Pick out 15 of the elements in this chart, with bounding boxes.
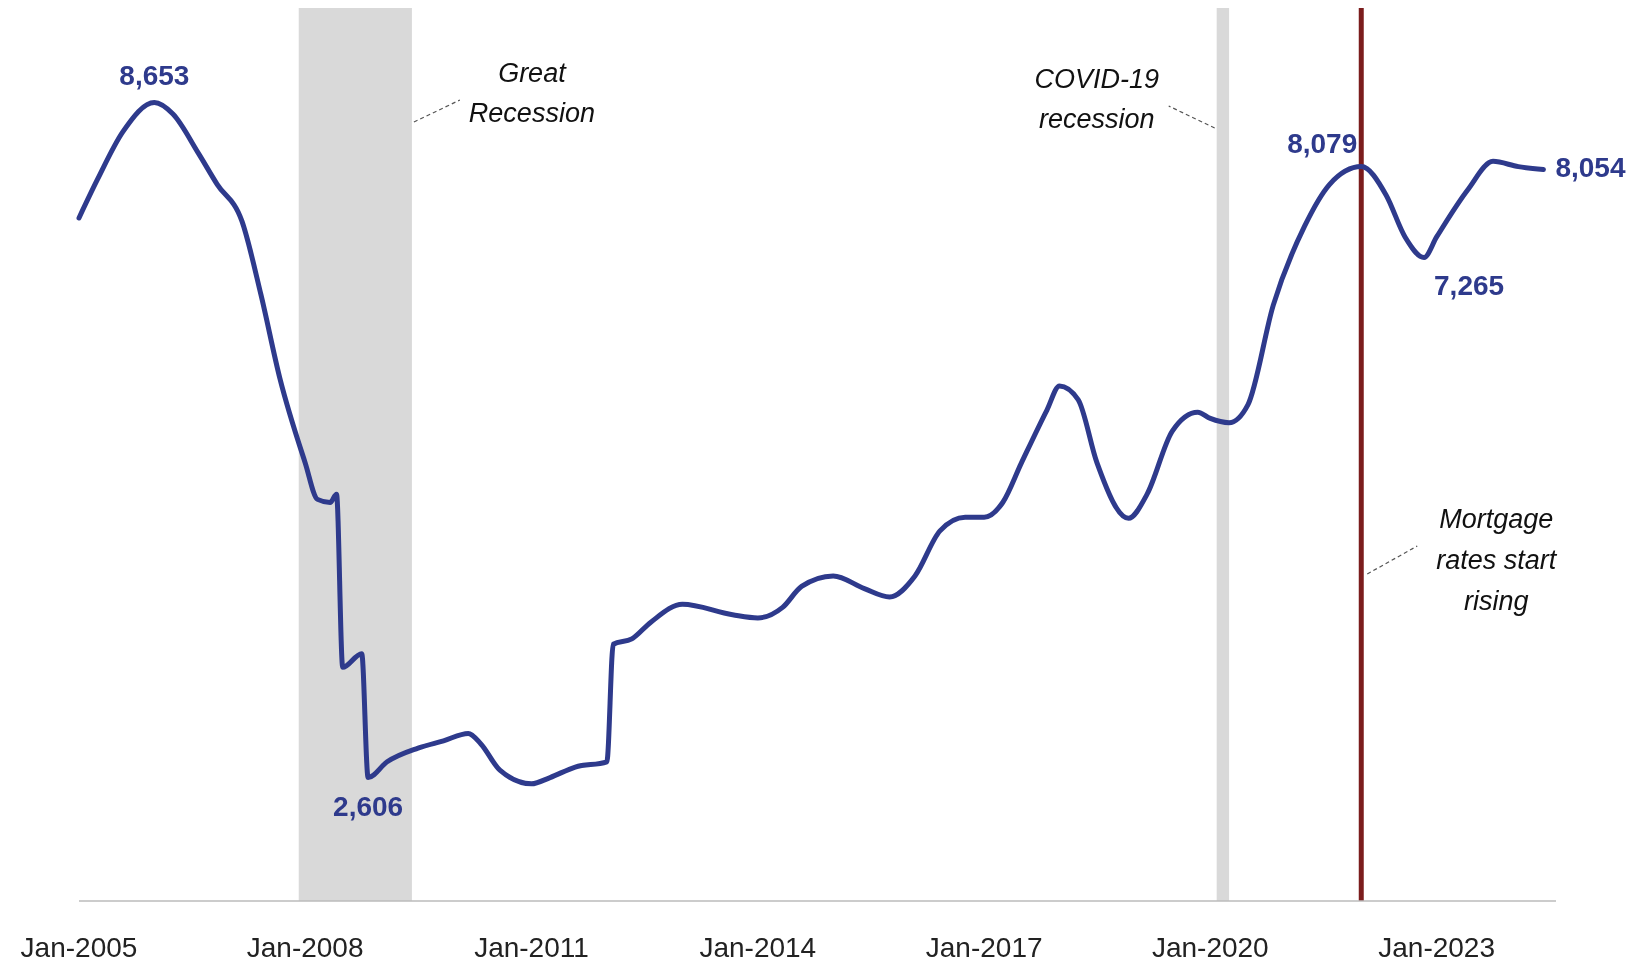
data-label: 2,606 (333, 790, 404, 822)
data-label: 7,265 (1434, 270, 1505, 302)
x-tick-label: Jan-2005 (20, 932, 138, 963)
band-label: COVID-19 recession (1034, 64, 1159, 134)
x-tick-label: Jan-2020 (1151, 932, 1269, 963)
x-tick-label: Jan-2017 (925, 932, 1043, 963)
ref-line-label: Mortgage rates start rising (1436, 504, 1558, 616)
x-tick-label: Jan-2014 (699, 932, 817, 963)
band-label: Great Recession (468, 58, 595, 128)
data-label: 8,079 (1287, 127, 1358, 159)
data-label: 8,653 (119, 59, 190, 91)
x-tick-label: Jan-2023 (1378, 932, 1496, 963)
data-label: 8,054 (1555, 152, 1626, 184)
x-tick-label: Jan-2011 (474, 932, 589, 963)
x-tick-label: Jan-2008 (246, 932, 364, 963)
